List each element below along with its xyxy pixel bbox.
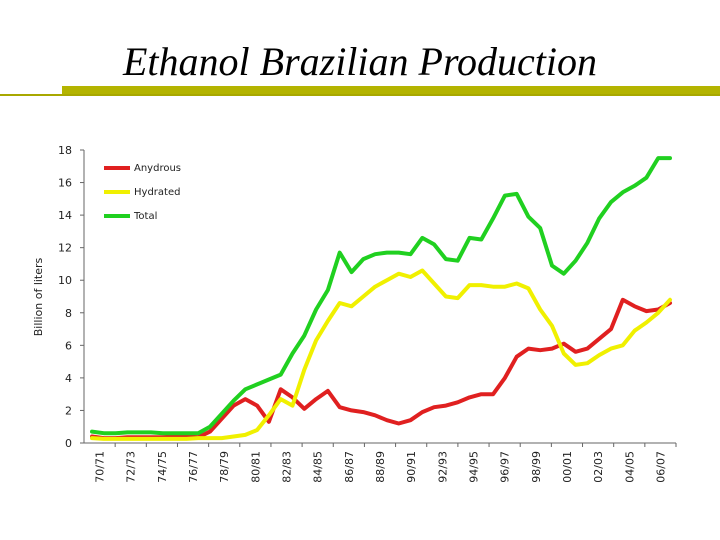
x-tick-label: 90/91 [405,451,418,483]
y-tick-label: 18 [58,144,72,157]
x-tick-label: 70/71 [94,451,107,483]
y-tick-label: 8 [65,307,72,320]
x-tick-label: 88/89 [374,451,387,483]
x-tick-label: 02/03 [592,451,605,483]
x-tick-label: 00/01 [561,451,574,483]
y-tick-label: 10 [58,274,72,287]
x-tick-label: 96/97 [499,451,512,483]
title-underline-rule [0,94,720,96]
x-tick-label: 74/75 [156,451,169,483]
x-tick-label: 80/81 [249,451,262,483]
x-tick-label: 82/83 [281,451,294,483]
title-underline-bar [62,86,720,94]
x-tick-label: 86/87 [343,451,356,483]
x-tick-label: 94/95 [467,451,480,483]
y-tick-label: 0 [65,437,72,450]
y-tick-label: 2 [65,404,72,417]
x-tick-label: 92/93 [436,451,449,483]
chart-legend: Anydrous Hydrated Total [104,163,181,222]
legend-label-hydrated: Hydrated [134,187,180,198]
series-line-hydrated [90,268,672,441]
y-tick-label: 4 [65,372,72,385]
y-tick-label: 16 [58,177,72,190]
x-tick-label: 76/77 [187,451,200,483]
x-tick-label: 78/79 [218,451,231,483]
page-title: Ethanol Brazilian Production [122,39,598,84]
x-tick-label: 04/05 [623,451,636,483]
chart-series [90,156,672,441]
y-tick-label: 12 [58,242,72,255]
series-line-anydrous [90,297,672,441]
y-axis-label: Billion of liters [32,257,45,336]
y-tick-label: 6 [65,339,72,352]
x-tick-label: 84/85 [312,451,325,483]
legend-label-total: Total [133,211,157,222]
y-tick-label: 14 [58,209,72,222]
x-tick-label: 98/99 [530,451,543,483]
legend-label-anydrous: Anydrous [134,163,181,174]
x-tick-label: 72/73 [125,451,138,483]
chart-ticks: 0 2 4 6 8 10 12 14 16 18 70/71 72/73 74/75 76/77 78/79… [58,144,677,483]
series-line-total [90,156,672,436]
x-tick-label: 06/07 [654,451,667,483]
chart-axes [83,150,676,444]
